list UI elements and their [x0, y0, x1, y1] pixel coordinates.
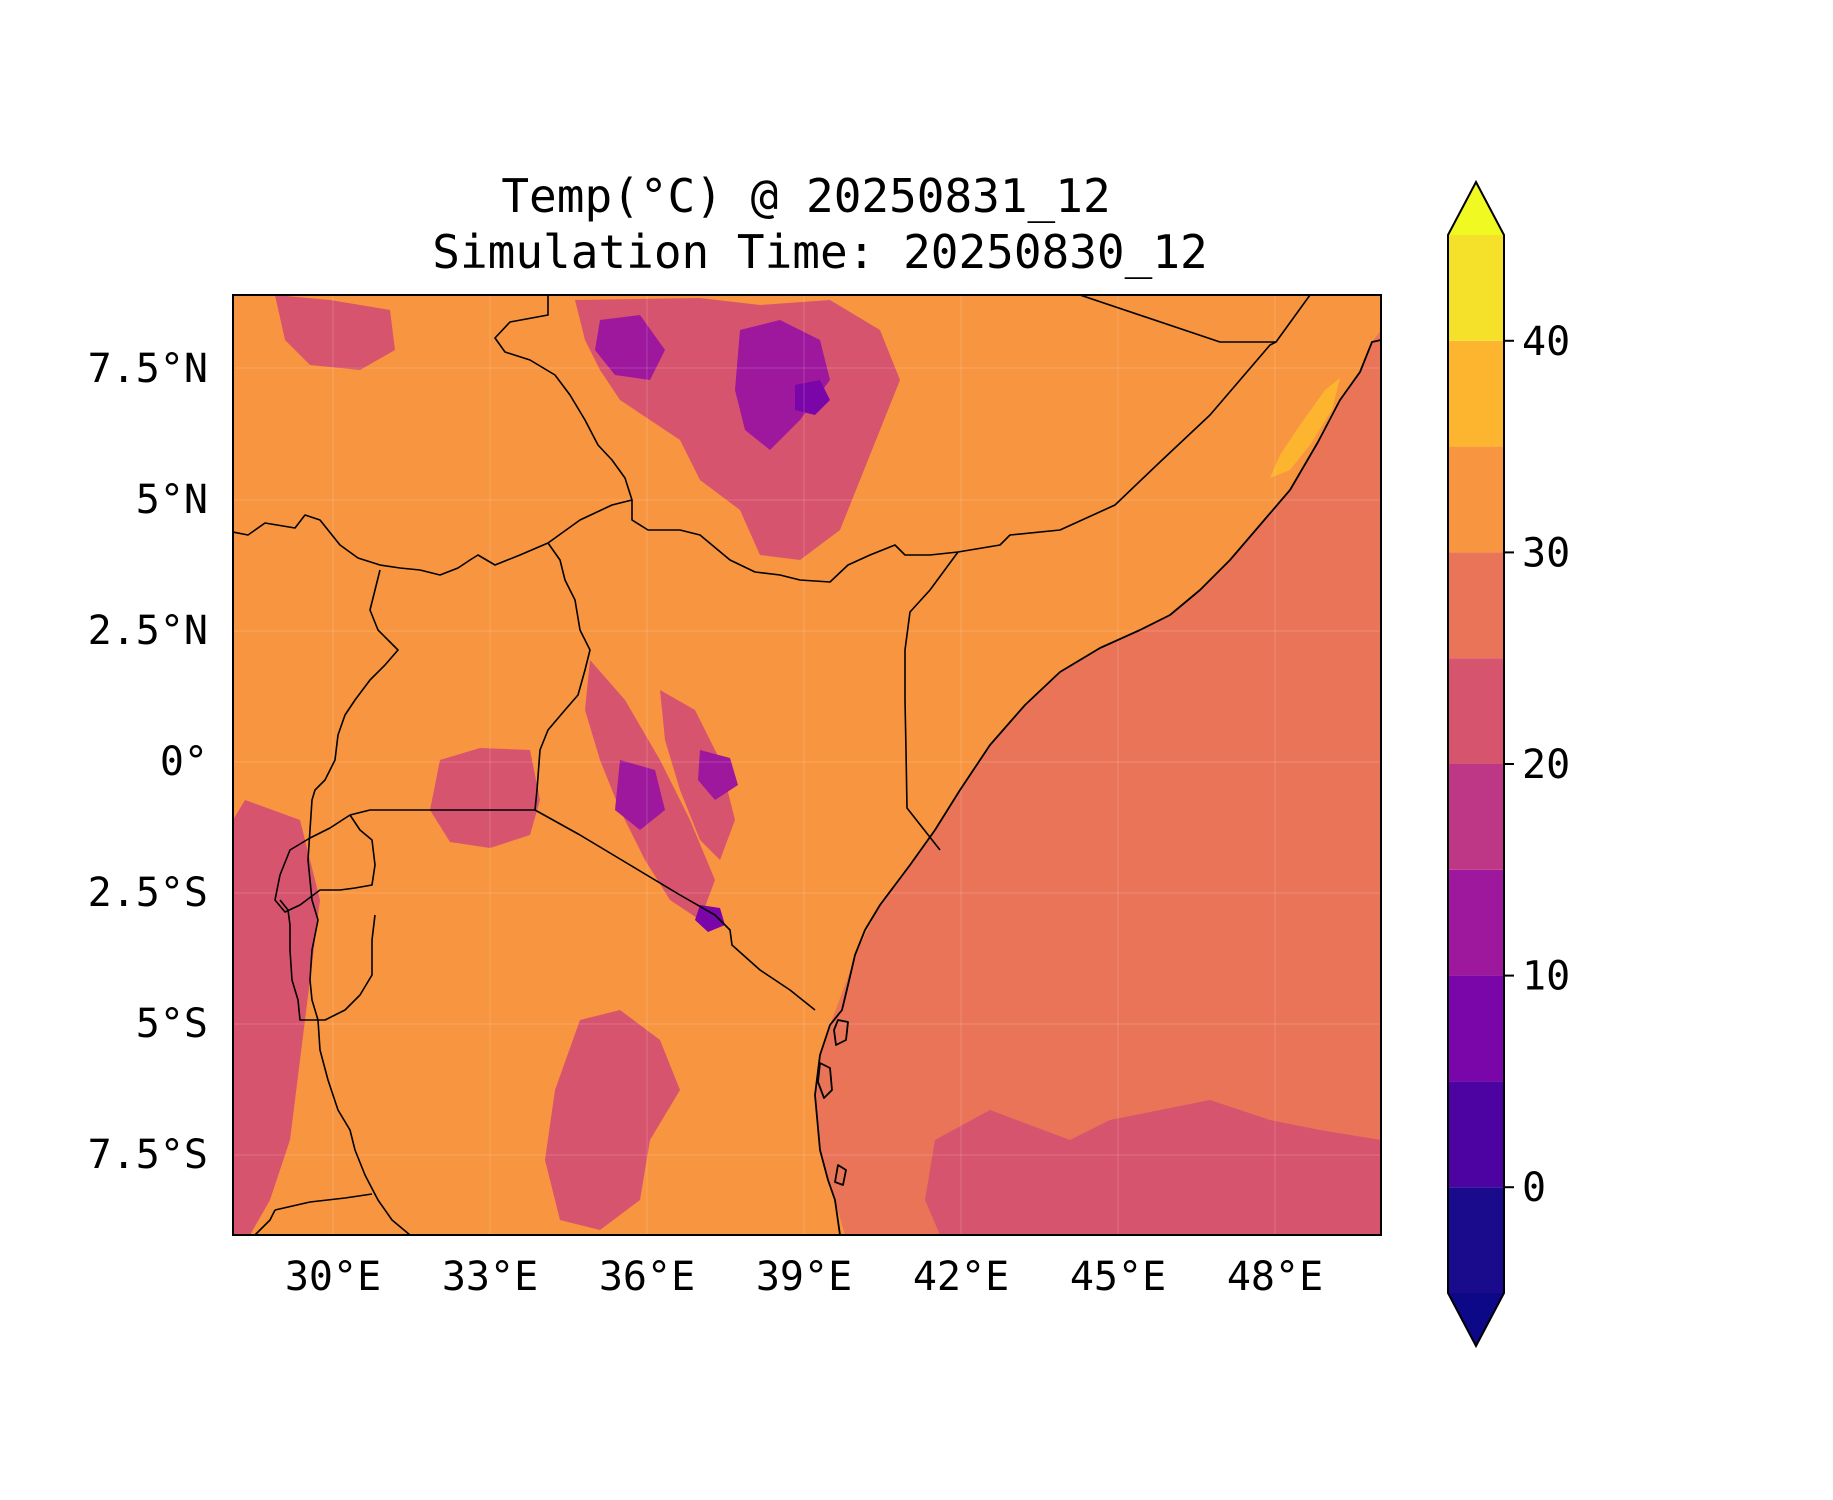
lon-tick-label: 39°E — [756, 1254, 852, 1300]
land-warm-region — [233, 295, 1381, 1235]
lon-tick-label: 36°E — [599, 1254, 695, 1300]
ethiopia-somalia-border — [957, 341, 1277, 553]
highland-peak-region-1 — [735, 320, 830, 450]
uganda-tanzania-border — [349, 809, 535, 816]
colorbar-segment — [1448, 235, 1504, 341]
kenya-somalia-border — [904, 551, 959, 851]
southern-ocean-cool-region — [925, 1100, 1381, 1235]
colorbar-segment — [1448, 552, 1504, 659]
tanzania-zambia-border — [274, 1193, 373, 1211]
lon-tick-label: 30°E — [285, 1254, 381, 1300]
kenya-ethiopia-border-north — [547, 499, 633, 544]
lon-tick-label: 33°E — [442, 1254, 538, 1300]
south-sudan-ethiopia-border — [494, 295, 959, 583]
plot-title-line-1: Temp(°C) @ 20250831_12 — [501, 169, 1110, 223]
colorbar: 0 10 20 30 40 — [1447, 179, 1570, 1349]
lon-tick-label: 42°E — [913, 1254, 1009, 1300]
colorbar-outline — [1447, 179, 1505, 1349]
country-borders — [233, 295, 1311, 1235]
lat-tick-label: 2.5°S — [88, 870, 208, 916]
very-hot-coastal-strip — [1270, 378, 1340, 478]
colorbar-segments — [1448, 235, 1504, 1293]
colorbar-tick-label: 10 — [1522, 954, 1570, 1000]
temperature-map — [233, 295, 1381, 1235]
zanzibar-island-outline — [833, 1019, 849, 1046]
lon-tick-label: 48°E — [1227, 1254, 1323, 1300]
highland-peak-region-2 — [595, 315, 665, 380]
plot-title-line-2: Simulation Time: 20250830_12 — [432, 225, 1207, 279]
lat-tick-label: 5°S — [136, 1001, 208, 1047]
highland-peak-region-3 — [615, 760, 665, 830]
latitude-axis: 7.5°N 5°N 2.5°N 0° 2.5°S 5°S 7.5°S — [88, 346, 208, 1178]
uganda-drc-border — [307, 569, 411, 1235]
longitude-axis: 30°E 33°E 36°E 39°E 42°E 45°E 48°E — [285, 1254, 1323, 1300]
lat-tick-label: 0° — [160, 739, 208, 785]
cool-highland-regions — [233, 295, 1381, 1235]
pemba-island-outline — [817, 1062, 833, 1099]
colorbar-tick-label: 40 — [1522, 319, 1570, 365]
colorbar-tick-label: 0 — [1522, 1165, 1546, 1211]
lon-tick-label: 45°E — [1070, 1254, 1166, 1300]
map-frame — [232, 294, 1382, 1236]
colorbar-segment — [1448, 658, 1504, 764]
lat-tick-label: 5°N — [136, 477, 208, 523]
lat-tick-label: 7.5°N — [88, 346, 208, 392]
colorbar-segment — [1448, 446, 1504, 553]
graticule — [233, 295, 1381, 1235]
east-africa-coastline — [814, 339, 1381, 1235]
south-sudan-uganda-border — [233, 514, 549, 576]
colorbar-segment — [1448, 764, 1504, 870]
colorbar-segment — [1448, 1187, 1504, 1293]
highland-peak-region-5 — [795, 380, 830, 415]
uganda-kenya-border — [534, 542, 591, 811]
colorbar-tick-label: 30 — [1522, 530, 1570, 576]
kenya-tanzania-border — [534, 809, 816, 1011]
highland-peak-region-6 — [695, 905, 725, 932]
colorbar-segment — [1448, 340, 1504, 447]
colorbar-segment — [1448, 869, 1504, 976]
western-rift-region — [233, 800, 320, 1235]
colorbar-segment — [1448, 975, 1504, 1082]
colorbar-ticks: 0 10 20 30 40 — [1504, 319, 1570, 1211]
northwest-highland-region — [275, 295, 395, 370]
lake-victoria-region — [430, 748, 540, 848]
rwanda-burundi-outline — [274, 814, 376, 913]
colorbar-over-extension — [1448, 182, 1504, 235]
burundi-tanzania-border — [279, 899, 376, 1021]
lat-tick-label: 2.5°N — [88, 608, 208, 654]
tanzania-zambia-border-west — [254, 1209, 276, 1235]
colorbar-segment — [1448, 1081, 1504, 1188]
colorbar-under-extension — [1448, 1293, 1504, 1346]
colorbar-tick-label: 20 — [1522, 742, 1570, 788]
lat-tick-label: 7.5°S — [88, 1132, 208, 1178]
mafia-island-outline — [834, 1164, 847, 1186]
highland-peak-region-4 — [698, 750, 738, 800]
sudan-ethiopia-border — [1079, 295, 1311, 343]
tanzania-highland-region — [545, 1010, 680, 1230]
rift-valley-east-region — [660, 690, 735, 860]
